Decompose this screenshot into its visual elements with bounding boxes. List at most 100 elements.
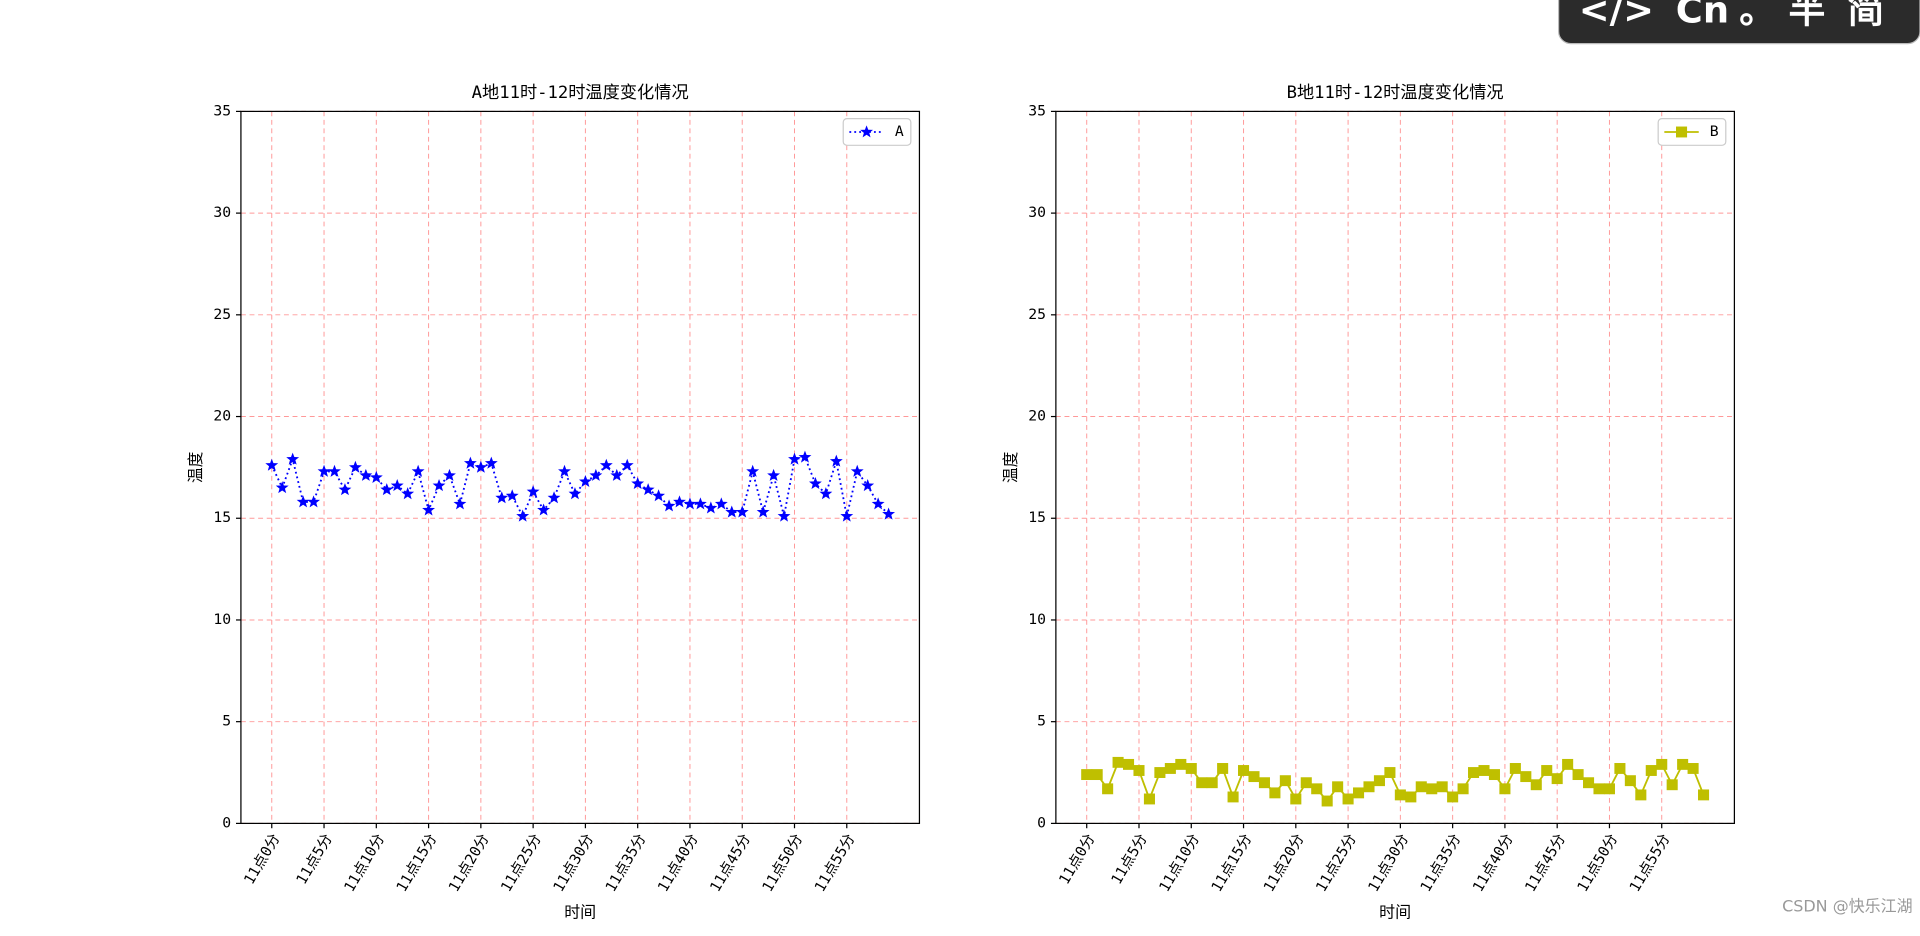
data-point xyxy=(1353,787,1365,799)
data-point xyxy=(286,452,300,465)
x-tick-label: 11点0分 xyxy=(1056,831,1099,888)
data-point xyxy=(484,456,498,469)
data-point xyxy=(1583,777,1595,789)
data-point xyxy=(547,491,561,504)
data-point xyxy=(610,468,624,481)
data-point xyxy=(422,503,436,516)
data-point xyxy=(882,507,896,520)
x-tick-label: 11点15分 xyxy=(393,831,440,895)
toolbar-lang[interactable]: Cn xyxy=(1676,0,1729,31)
legend-marker xyxy=(1676,126,1688,138)
data-point xyxy=(296,495,310,508)
x-axis-label: 时间 xyxy=(1379,903,1411,922)
data-point xyxy=(1384,767,1396,778)
data-point xyxy=(850,464,864,477)
data-point xyxy=(526,485,540,498)
data-point xyxy=(735,505,749,518)
data-point xyxy=(1666,779,1678,791)
data-point xyxy=(1332,781,1344,793)
y-tick-label: 20 xyxy=(213,408,231,425)
data-point xyxy=(1624,775,1636,787)
y-tick-label: 15 xyxy=(213,509,231,526)
data-point xyxy=(819,487,833,500)
x-tick-label: 11点40分 xyxy=(1469,831,1516,895)
data-point xyxy=(756,505,770,518)
data-point xyxy=(683,497,697,510)
y-tick-label: 35 xyxy=(213,102,231,119)
data-point xyxy=(620,458,634,471)
data-point xyxy=(1551,773,1563,785)
data-point xyxy=(1488,769,1500,781)
data-point xyxy=(1238,765,1250,776)
data-point xyxy=(578,474,592,488)
data-point xyxy=(1415,781,1427,793)
data-point xyxy=(861,479,875,492)
data-point xyxy=(1185,763,1197,774)
x-tick-label: 11点20分 xyxy=(445,831,492,895)
data-point xyxy=(1614,763,1626,774)
x-tick-label: 11点25分 xyxy=(498,831,545,895)
data-point xyxy=(798,450,812,463)
x-tick-label: 11点55分 xyxy=(811,831,858,895)
data-point xyxy=(328,464,341,477)
data-point xyxy=(641,483,655,496)
data-point xyxy=(1258,777,1270,789)
data-point xyxy=(1698,789,1710,801)
x-tick-label: 11点35分 xyxy=(1417,831,1464,895)
x-tick-label: 11点30分 xyxy=(550,831,597,895)
data-point xyxy=(1645,765,1657,776)
data-point xyxy=(1300,777,1312,789)
data-point xyxy=(1530,779,1542,791)
data-point xyxy=(599,458,613,471)
data-point xyxy=(1509,763,1521,774)
y-tick-label: 0 xyxy=(222,814,231,831)
legend-label: A xyxy=(895,123,904,140)
data-point xyxy=(1091,769,1103,781)
data-point xyxy=(495,491,509,504)
x-tick-label: 11点55分 xyxy=(1626,831,1673,895)
y-tick-label: 10 xyxy=(213,611,231,628)
data-point xyxy=(704,501,718,514)
data-point xyxy=(307,495,321,508)
x-tick-label: 11点40分 xyxy=(655,831,702,895)
data-point xyxy=(1447,791,1459,803)
toolbar-punct[interactable]: 。 xyxy=(1739,0,1776,31)
data-point xyxy=(568,487,582,500)
data-point xyxy=(1687,763,1699,774)
data-point xyxy=(1269,787,1281,799)
data-point xyxy=(1133,765,1145,776)
y-tick-label: 20 xyxy=(1028,408,1046,425)
y-tick-label: 30 xyxy=(213,204,231,221)
x-tick-label: 11点20分 xyxy=(1260,831,1307,895)
x-tick-label: 11点45分 xyxy=(707,831,754,895)
data-point xyxy=(453,497,467,510)
data-point xyxy=(1227,791,1239,803)
toolbar-simplified[interactable]: 简 xyxy=(1847,0,1884,31)
data-point xyxy=(1112,756,1124,768)
data-point xyxy=(777,509,791,522)
data-point xyxy=(1572,769,1584,781)
data-point xyxy=(401,487,415,500)
data-point xyxy=(714,497,728,510)
plot-frame xyxy=(1055,110,1736,824)
data-point xyxy=(380,483,394,496)
data-point xyxy=(1562,758,1574,770)
toolbar-half[interactable]: 半 xyxy=(1788,0,1825,31)
y-tick-label: 0 xyxy=(1037,814,1046,831)
data-point xyxy=(673,495,686,508)
data-point xyxy=(1405,791,1417,803)
data-point xyxy=(338,483,352,496)
data-point xyxy=(317,464,331,477)
y-axis-label: 温度 xyxy=(186,452,205,484)
data-point xyxy=(1279,775,1291,787)
toolbar-code[interactable]: </> xyxy=(1579,0,1654,31)
data-point xyxy=(829,454,843,467)
data-point xyxy=(1468,767,1480,778)
data-point xyxy=(746,464,760,477)
y-tick-label: 5 xyxy=(222,713,231,730)
data-point xyxy=(265,458,279,471)
y-axis-label: 温度 xyxy=(1001,452,1020,484)
data-point xyxy=(1499,783,1511,795)
data-point xyxy=(1520,771,1532,783)
